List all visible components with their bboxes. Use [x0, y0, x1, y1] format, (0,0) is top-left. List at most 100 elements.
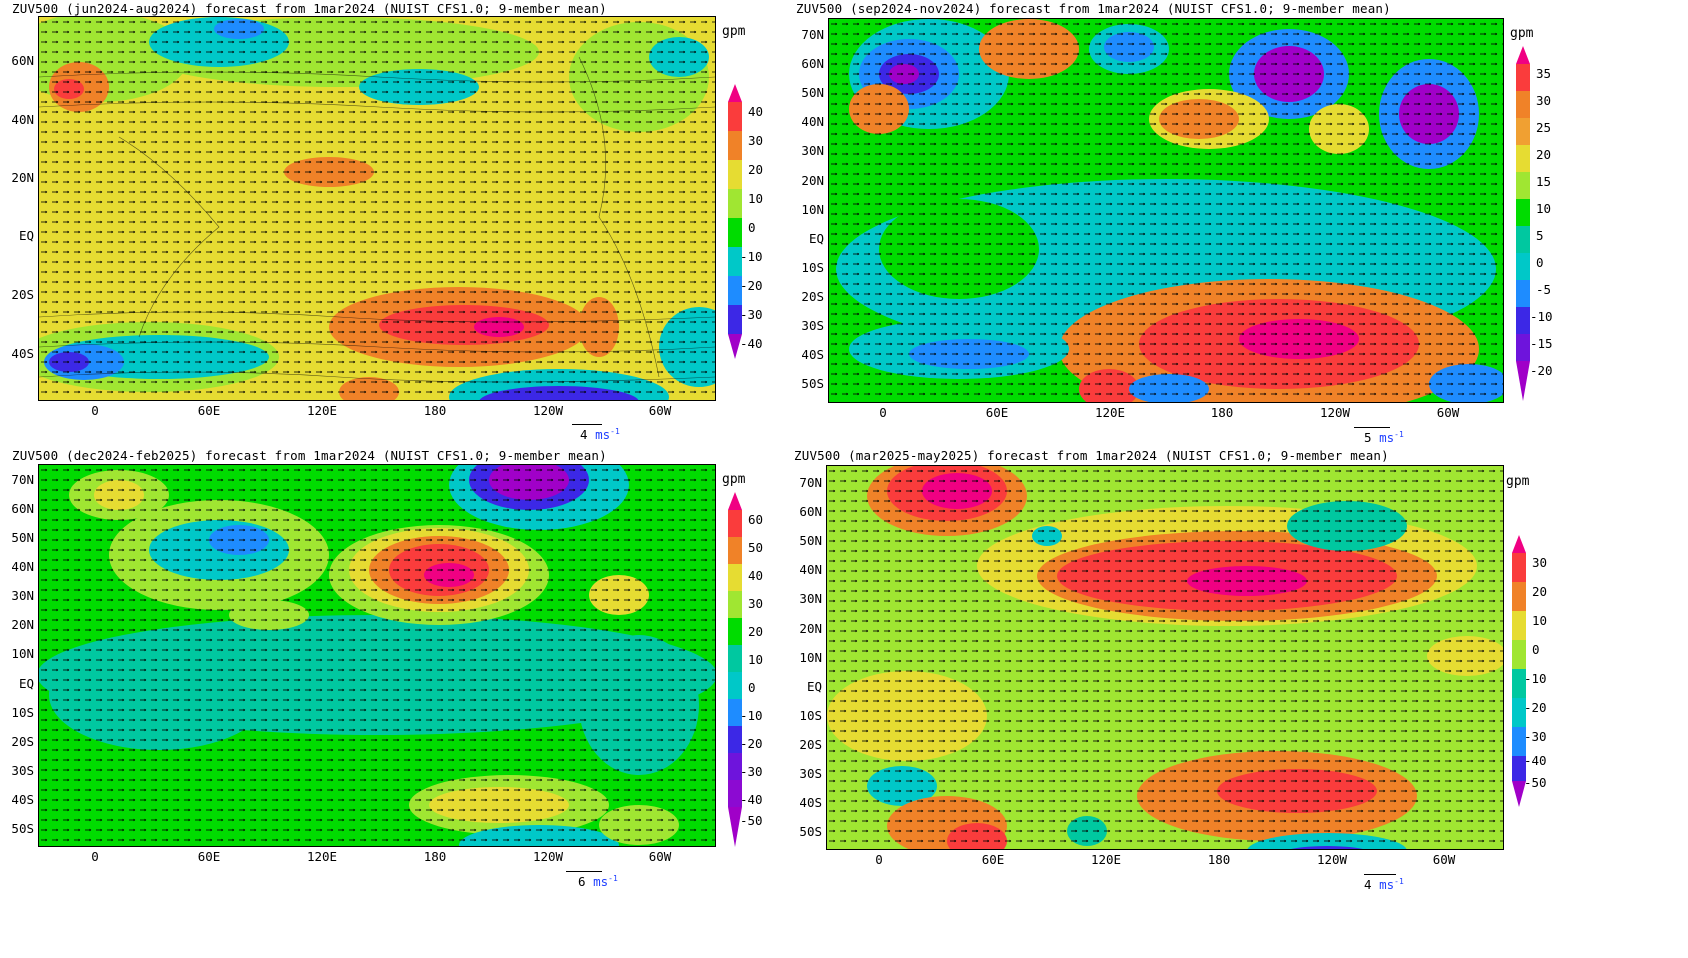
- colorbar-label: 40: [748, 568, 764, 583]
- lat-label: 30S: [799, 766, 822, 781]
- lat-label: 50N: [799, 533, 822, 548]
- lat-label: 40N: [11, 112, 34, 127]
- lat-label: 10N: [799, 650, 822, 665]
- panel-title: ZUV500 (dec2024-feb2025) forecast from 1…: [12, 448, 607, 463]
- lon-label: 0: [879, 405, 887, 420]
- colorbar-label: 25: [1536, 120, 1552, 135]
- lon-label: 180: [1210, 405, 1234, 420]
- colorbar-label: -30: [740, 307, 763, 322]
- colorbar-label: 10: [748, 652, 764, 667]
- units-label: gpm: [722, 472, 746, 487]
- wind-reference-arrow: [572, 424, 602, 425]
- lat-label: 20S: [11, 734, 34, 749]
- panel-jja: ZUV500 (jun2024-aug2024) forecast from 1…: [0, 0, 844, 479]
- height-anomaly-field: [39, 465, 715, 846]
- colorbar-label: -20: [1530, 363, 1553, 378]
- lat-label: 30N: [801, 143, 824, 158]
- colorbar-label: 30: [1536, 93, 1552, 108]
- lat-label: 30S: [11, 763, 34, 778]
- colorbar-label: 35: [1536, 66, 1552, 81]
- lat-label: 10N: [801, 202, 824, 217]
- lat-label: EQ: [18, 228, 34, 243]
- colorbar-label: -10: [740, 708, 763, 723]
- lat-label: 50N: [801, 85, 824, 100]
- lat-label: 20S: [801, 289, 824, 304]
- colorbar-label: -5: [1536, 282, 1552, 297]
- colorbar-label: 0: [1532, 642, 1540, 657]
- colorbar: [1512, 535, 1526, 807]
- lat-label: 20S: [799, 737, 822, 752]
- lat-label: 60N: [801, 56, 824, 71]
- lon-label: 180: [423, 403, 447, 418]
- lon-label: 120W: [1319, 405, 1351, 420]
- colorbar-label: 5: [1536, 228, 1544, 243]
- lat-label: 40S: [799, 795, 822, 810]
- lon-label: 120E: [306, 403, 338, 418]
- lon-label: 60W: [1436, 405, 1460, 420]
- panel-title: ZUV500 (mar2025-may2025) forecast from 1…: [794, 448, 1389, 463]
- panel-title: ZUV500 (sep2024-nov2024) forecast from 1…: [796, 1, 1391, 16]
- wind-reference-arrow: [1364, 874, 1396, 875]
- lat-label: 20S: [11, 287, 34, 302]
- map-area: [38, 16, 716, 401]
- colorbar-label: -10: [740, 249, 763, 264]
- colorbar-label: -10: [1530, 309, 1553, 324]
- lat-label: 30N: [799, 591, 822, 606]
- lon-label: 180: [423, 849, 447, 864]
- colorbar: [728, 492, 742, 847]
- lon-label: 60W: [1432, 852, 1456, 867]
- height-anomaly-field: [39, 17, 715, 400]
- wind-reference-label: 4 ms-1: [580, 427, 620, 443]
- map-area: [828, 18, 1504, 403]
- colorbar-label: 30: [1532, 555, 1548, 570]
- lon-label: 120E: [1094, 405, 1126, 420]
- lat-label: 10S: [799, 708, 822, 723]
- colorbar-label: 60: [748, 512, 764, 527]
- wind-reference-label: 4 ms-1: [1364, 877, 1404, 893]
- colorbar-label: -40: [740, 336, 763, 351]
- lat-label: 40N: [801, 114, 824, 129]
- lat-label: 50S: [801, 376, 824, 391]
- lat-label: 50S: [799, 824, 822, 839]
- lon-label: 60E: [197, 403, 221, 418]
- colorbar-label: 40: [748, 104, 764, 119]
- lat-label: 40S: [11, 346, 34, 361]
- lat-label: 20N: [11, 170, 34, 185]
- wind-reference-arrow: [1354, 427, 1390, 428]
- map-area: [38, 464, 716, 847]
- colorbar-label: -30: [740, 764, 763, 779]
- wind-reference-label: 5 ms-1: [1364, 430, 1404, 446]
- colorbar-label: 0: [748, 680, 756, 695]
- lon-label: 0: [91, 403, 99, 418]
- lon-label: 0: [875, 852, 883, 867]
- lon-label: 60E: [981, 852, 1005, 867]
- lat-label: 50S: [11, 821, 34, 836]
- lon-label: 0: [91, 849, 99, 864]
- colorbar-label: 10: [748, 191, 764, 206]
- lat-label: 40S: [11, 792, 34, 807]
- lat-label: 30S: [801, 318, 824, 333]
- height-anomaly-field: [827, 466, 1503, 849]
- lat-label: 40N: [799, 562, 822, 577]
- wind-reference-label: 6 ms-1: [578, 874, 618, 890]
- colorbar-label: 10: [1532, 613, 1548, 628]
- lat-label: 50N: [11, 530, 34, 545]
- lat-label: EQ: [808, 231, 824, 246]
- lat-label: 10N: [11, 646, 34, 661]
- panel-title: ZUV500 (jun2024-aug2024) forecast from 1…: [12, 1, 607, 16]
- colorbar-label: 20: [1532, 584, 1548, 599]
- wind-reference-arrow: [566, 871, 602, 872]
- lat-label: EQ: [806, 679, 822, 694]
- lat-label: EQ: [18, 676, 34, 691]
- lat-label: 30N: [11, 588, 34, 603]
- colorbar-label: -15: [1530, 336, 1553, 351]
- lat-label: 10S: [11, 705, 34, 720]
- lon-label: 120E: [1090, 852, 1122, 867]
- units-label: gpm: [1506, 474, 1530, 489]
- lat-label: 40S: [801, 347, 824, 362]
- lat-label: 20N: [799, 621, 822, 636]
- colorbar-label: 30: [748, 596, 764, 611]
- colorbar: [728, 84, 742, 359]
- colorbar-label: 30: [748, 133, 764, 148]
- panel-djf: ZUV500 (dec2024-feb2025) forecast from 1…: [0, 447, 844, 926]
